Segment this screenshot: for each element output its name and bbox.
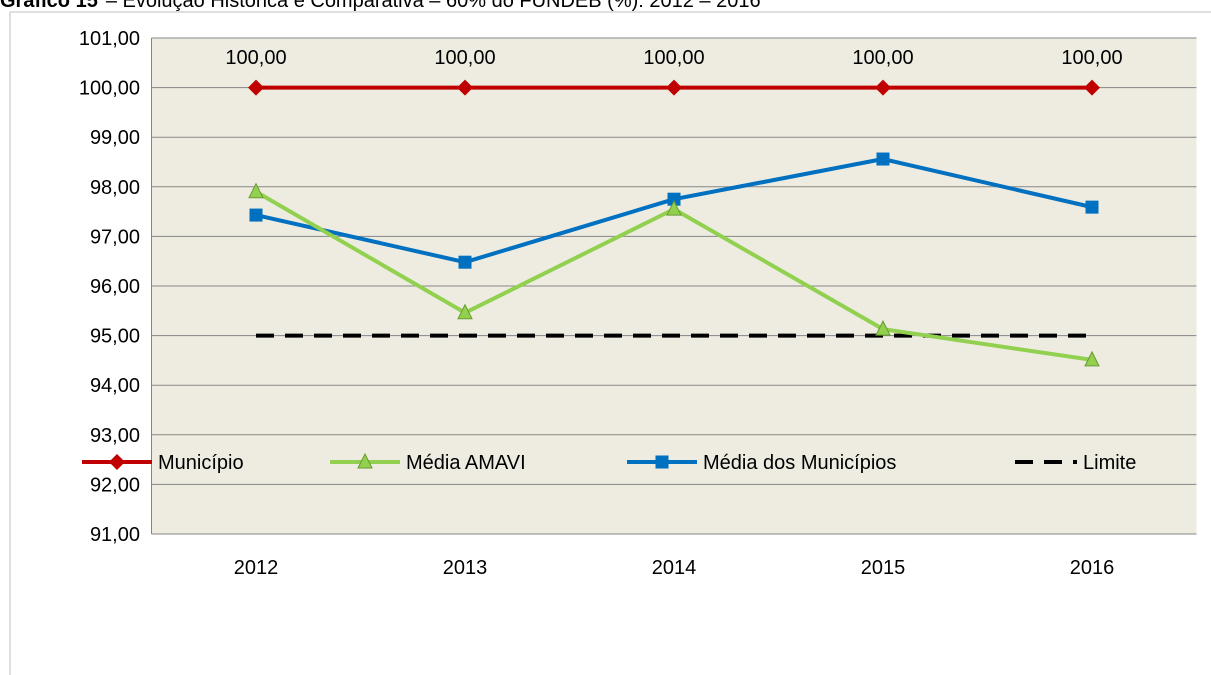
y-tick-label: 100,00: [79, 78, 140, 100]
data-label: 100,00: [852, 47, 913, 69]
marker: [457, 79, 473, 96]
y-tick-label: 99,00: [90, 127, 140, 149]
marker: [666, 79, 682, 96]
y-tick-label: 101,00: [79, 28, 140, 50]
legend-marker: [655, 455, 669, 469]
data-label: 100,00: [225, 47, 286, 69]
legend-label: Limite: [1083, 452, 1136, 474]
marker: [1084, 79, 1100, 96]
marker: [458, 255, 472, 269]
y-tick-label: 95,00: [90, 326, 140, 348]
title-text: – Evolução Histórica e Comparativa – 60%…: [106, 0, 761, 12]
legend-label: Média dos Municípios: [703, 452, 896, 474]
legend-label: Média AMAVI: [406, 452, 526, 474]
legend-marker: [109, 454, 125, 470]
marker: [876, 152, 890, 166]
x-tick-label: 2012: [234, 557, 279, 579]
data-label: 100,00: [434, 47, 495, 69]
marker: [248, 79, 264, 96]
marker: [1085, 200, 1099, 214]
marker: [248, 182, 264, 199]
x-tick-label: 2016: [1070, 557, 1115, 579]
x-tick-label: 2015: [861, 557, 906, 579]
y-tick-label: 91,00: [90, 524, 140, 546]
chart-title: Gráfico 15 – Evolução Histórica e Compara…: [0, 0, 761, 12]
marker: [1084, 350, 1100, 367]
y-tick-label: 94,00: [90, 375, 140, 397]
marker: [667, 192, 681, 206]
data-label: 100,00: [1061, 47, 1122, 69]
marker: [457, 303, 473, 320]
x-tick-label: 2013: [443, 557, 488, 579]
y-tick-label: 92,00: [90, 474, 140, 496]
legend-marker: [357, 452, 373, 469]
x-tick-label: 2014: [652, 557, 697, 579]
marker: [666, 200, 682, 216]
marker: [249, 208, 263, 222]
legend-label: Município: [158, 452, 244, 474]
y-tick-label: 93,00: [90, 425, 140, 447]
title-bold: Gráfico 15: [0, 0, 98, 12]
y-tick-label: 96,00: [90, 276, 140, 298]
y-tick-label: 97,00: [90, 226, 140, 248]
y-tick-label: 98,00: [90, 177, 140, 199]
marker: [875, 79, 891, 96]
marker: [875, 320, 891, 336]
data-label: 100,00: [643, 47, 704, 69]
